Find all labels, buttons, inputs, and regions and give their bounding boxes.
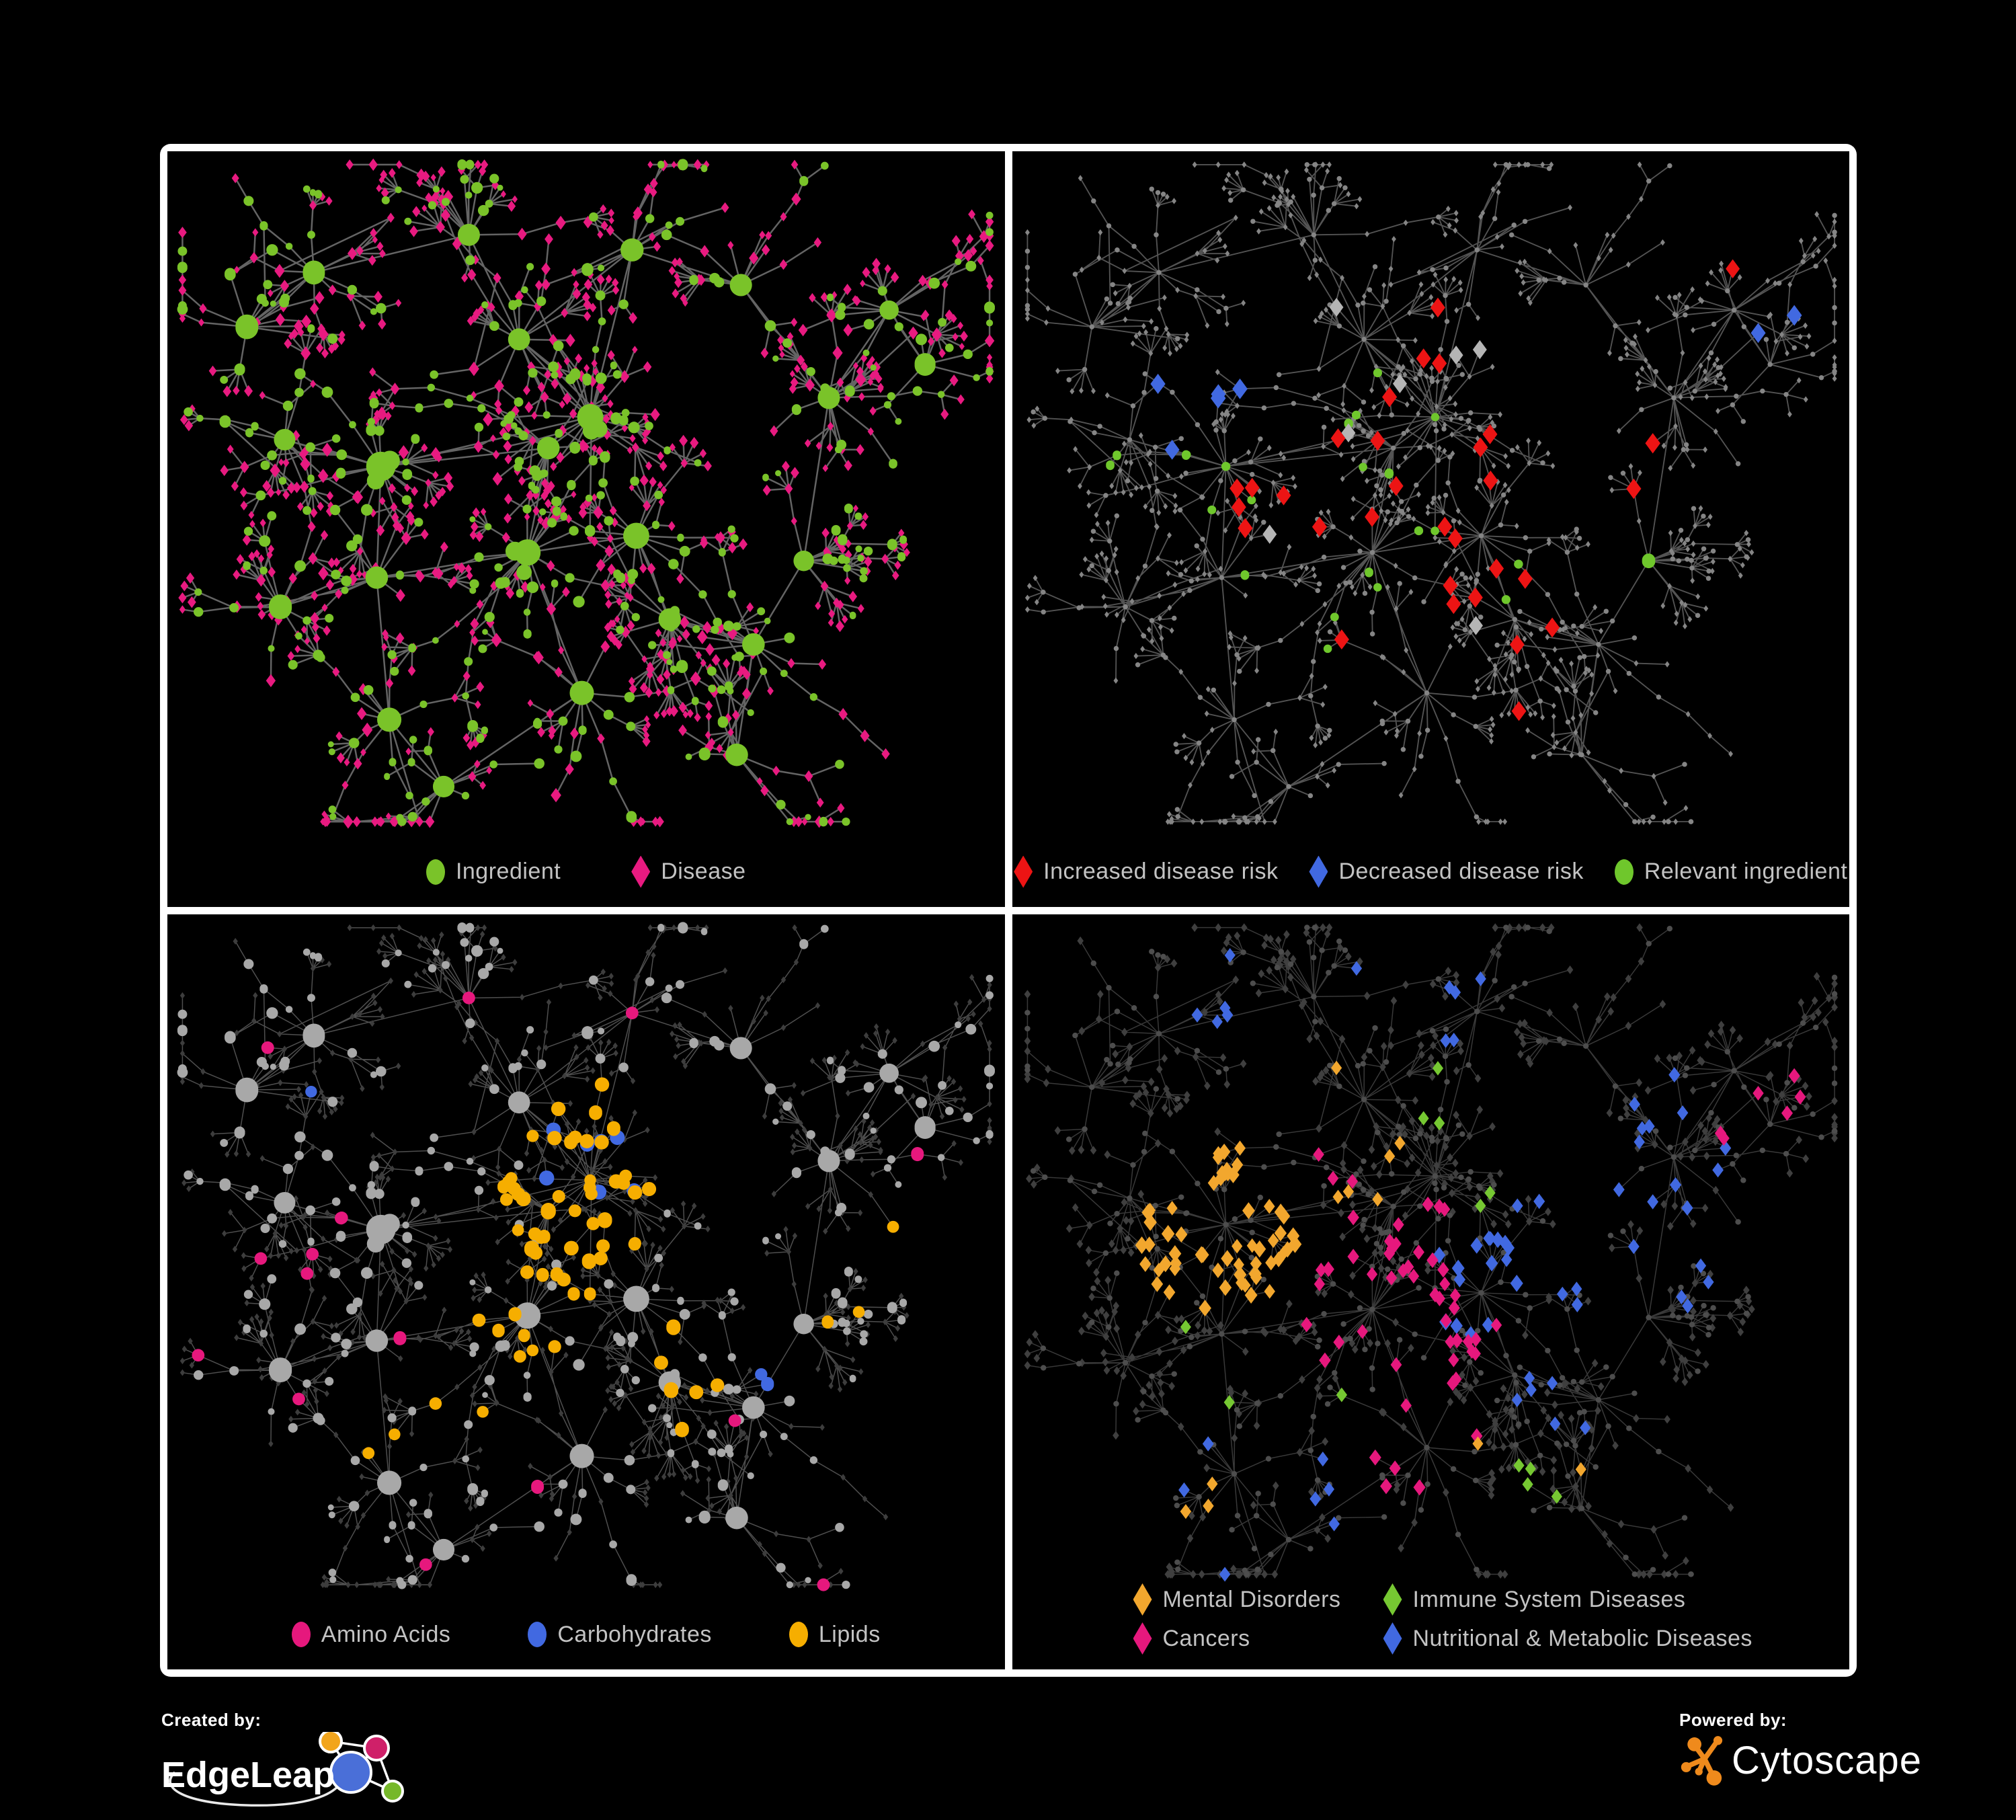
network-area (1012, 914, 1850, 1589)
network-area (167, 151, 1005, 837)
disease-risk-network-graph (1024, 161, 1837, 825)
edgeleap-wordmark: EdgeLeap (161, 1755, 335, 1795)
legend-item-mental-disorders: Mental Disorders (1133, 1583, 1383, 1616)
legend-label: Amino Acids (321, 1621, 451, 1647)
panel-ingredient-classes: Amino Acids Carbohydrates Lipids (167, 914, 1005, 1669)
created-by-block: Created by: EdgeLeap (161, 1710, 430, 1820)
legend-label: Disease (661, 859, 746, 884)
legend-ingredient-disease: Ingredient Disease (167, 837, 1005, 907)
network-area (167, 914, 1005, 1600)
panel-disease-classes: Mental Disorders Immune System Diseases … (1012, 914, 1850, 1669)
ingredient-disease-network-graph (177, 158, 995, 829)
legend-label: Decreased disease risk (1338, 859, 1584, 884)
disease-diamond-icon (631, 855, 651, 888)
cytoscape-logo-icon (1681, 1736, 1723, 1786)
panel-grid: Ingredient Disease Increased disease ris… (160, 144, 1857, 1677)
decreased-risk-diamond-icon (1309, 855, 1328, 888)
ingredient-circle-icon (426, 859, 445, 885)
disease-classes-network-graph (1024, 922, 1838, 1581)
edgeleap-blue-node (329, 1751, 372, 1794)
legend-item-decreased-risk: Decreased disease risk (1309, 855, 1584, 888)
legend-item-immune-diseases: Immune System Diseases (1383, 1583, 1752, 1616)
legend-label: Ingredient (455, 859, 561, 884)
amino-acids-circle-icon (291, 1622, 311, 1647)
immune-diseases-diamond-icon (1383, 1583, 1402, 1616)
nutritional-metabolic-diamond-icon (1383, 1622, 1402, 1655)
legend-item-increased-risk: Increased disease risk (1014, 855, 1279, 888)
created-by-label: Created by: (161, 1710, 261, 1730)
edgeleap-logo: EdgeLeap (161, 1729, 404, 1807)
legend-label: Mental Disorders (1162, 1586, 1341, 1612)
legend-item-nutritional-metabolic: Nutritional & Metabolic Diseases (1383, 1622, 1752, 1655)
legend-label: Increased disease risk (1043, 859, 1279, 884)
panel-disease-risk: Increased disease risk Decreased disease… (1012, 151, 1850, 907)
legend-disease-classes: Mental Disorders Immune System Diseases … (1012, 1583, 1850, 1669)
cancers-diamond-icon (1133, 1622, 1152, 1655)
legend-ingredient-classes: Amino Acids Carbohydrates Lipids (167, 1599, 1005, 1669)
network-area (1012, 151, 1850, 837)
legend-label: Cancers (1162, 1625, 1250, 1651)
edgeleap-orange-node (319, 1729, 343, 1753)
legend-label: Carbohydrates (557, 1621, 712, 1647)
powered-by-label: Powered by: (1679, 1710, 1787, 1730)
edgeleap-pink-node (363, 1735, 390, 1762)
powered-by-block: Powered by: Cytoscape (1679, 1710, 1922, 1786)
legend-label: Relevant ingredient (1644, 859, 1848, 884)
edgeleap-swoosh (169, 1771, 342, 1807)
legend-item-lipids: Lipids (789, 1622, 881, 1648)
edgeleap-green-node (381, 1780, 404, 1803)
legend-label: Lipids (818, 1621, 881, 1647)
legend-item-relevant-ingredient: Relevant ingredient (1614, 859, 1848, 885)
legend-label: Immune System Diseases (1412, 1586, 1686, 1612)
legend-item-carbohydrates: Carbohydrates (528, 1622, 712, 1648)
legend-item-cancers: Cancers (1133, 1622, 1383, 1655)
legend-label: Nutritional & Metabolic Diseases (1412, 1625, 1752, 1651)
legend-disease-risk: Increased disease risk Decreased disease… (1012, 837, 1850, 907)
increased-risk-diamond-icon (1014, 855, 1033, 888)
carbohydrates-circle-icon (528, 1622, 547, 1647)
legend-item-amino-acids: Amino Acids (291, 1621, 451, 1648)
lipids-circle-icon (789, 1622, 808, 1647)
ingredient-classes-network-graph (177, 921, 995, 1591)
legend-item-disease: Disease (631, 855, 746, 888)
panel-ingredient-disease: Ingredient Disease (167, 151, 1005, 907)
legend-item-ingredient: Ingredient (426, 859, 561, 885)
relevant-ingredient-circle-icon (1614, 859, 1634, 885)
cytoscape-wordmark: Cytoscape (1732, 1738, 1923, 1782)
mental-disorders-diamond-icon (1133, 1583, 1152, 1616)
